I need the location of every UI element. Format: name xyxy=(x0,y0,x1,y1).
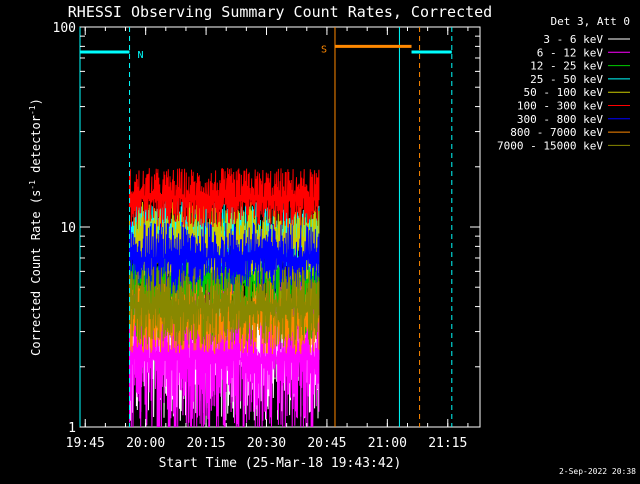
x-tick-label-2: 20:15 xyxy=(187,436,226,451)
legend-entry-label-5: 100 - 300 keV xyxy=(517,100,603,113)
y-tick-label-2: 100 xyxy=(53,21,76,36)
series-trace-6 xyxy=(129,221,320,294)
x-tick-label-4: 20:45 xyxy=(307,436,346,451)
y-axis-label-mid: detector xyxy=(29,115,43,180)
y-axis-label-end: ) xyxy=(29,98,43,105)
chart-title: RHESSI Observing Summary Count Rates, Co… xyxy=(68,3,492,21)
legend-entry-label-8: 7000 - 15000 keV xyxy=(497,139,603,152)
series-layer xyxy=(129,167,320,428)
timestamp: 2-Sep-2022 20:38 xyxy=(559,467,636,476)
legend-header: Det 3, Att 0 xyxy=(551,15,630,28)
y-tick-label-0: 1 xyxy=(68,421,76,436)
x-tick-label-5: 21:00 xyxy=(368,436,407,451)
segment-label-s: S xyxy=(321,44,327,55)
legend-entry-label-4: 50 - 100 keV xyxy=(524,86,604,99)
annotation-layer: NS xyxy=(80,44,452,61)
series-trace-1 xyxy=(129,269,320,428)
y-axis-label-sup2: -1 xyxy=(28,105,37,115)
marker-layer xyxy=(79,27,453,427)
legend-entry-label-7: 800 - 7000 keV xyxy=(510,126,603,139)
legend-entry-label-2: 12 - 25 keV xyxy=(530,60,603,73)
x-tick-label-1: 20:00 xyxy=(126,436,165,451)
segment-label-n: N xyxy=(138,50,144,61)
x-tick-label-3: 20:30 xyxy=(247,436,286,451)
series-trace-8 xyxy=(129,266,320,347)
x-tick-label-6: 21:15 xyxy=(428,436,467,451)
legend-entry-label-6: 300 - 800 keV xyxy=(517,113,603,126)
y-axis-label-main: Corrected Count Rate (s xyxy=(29,190,43,356)
legend-entry-label-1: 6 - 12 keV xyxy=(537,46,604,59)
x-tick-label-0: 19:45 xyxy=(66,436,105,451)
series-trace-5 xyxy=(129,167,320,228)
axis-layer: 19:45 20:00 20:15 20:30 20:45 21:00 21:15 1 10 10… xyxy=(53,21,480,451)
legend-entry-label-3: 25 - 50 keV xyxy=(530,73,603,86)
x-axis-label: Start Time (25-Mar-18 19:43:42) xyxy=(159,456,402,471)
legend-entry-label-0: 3 - 6 keV xyxy=(543,33,603,46)
y-axis-label: Corrected Count Rate (s-1 detector-1) xyxy=(28,98,43,356)
y-tick-label-1: 10 xyxy=(60,221,76,236)
y-axis-label-sup1: -1 xyxy=(28,180,37,190)
